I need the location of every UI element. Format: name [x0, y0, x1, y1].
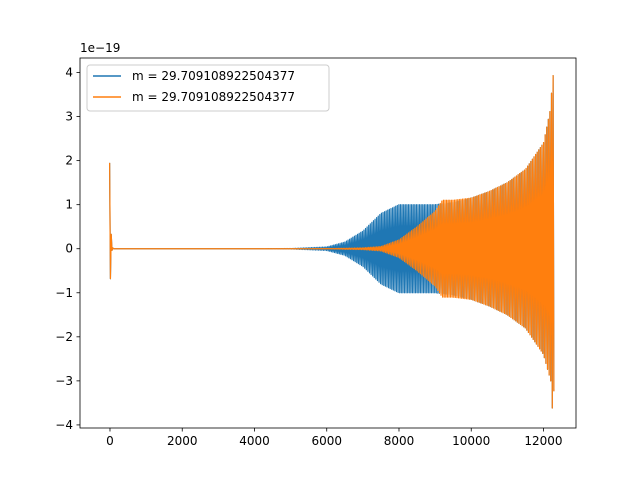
x-tick-label: 10000: [452, 434, 490, 448]
x-tick-label: 6000: [311, 434, 342, 448]
x-tick-label: 2000: [167, 434, 198, 448]
legend-label-series-2: m = 29.709108922504377: [132, 90, 295, 104]
plot-area: [109, 75, 555, 409]
y-tick-label: 3: [65, 110, 73, 124]
x-tick-label: 4000: [239, 434, 270, 448]
y-tick-label: −1: [55, 286, 73, 300]
x-axis: 0 2000 4000 6000 8000 10000 12000: [106, 428, 563, 448]
y-tick-label: −3: [55, 374, 73, 388]
x-tick-label: 12000: [524, 434, 562, 448]
y-tick-label: 4: [65, 66, 73, 80]
legend-label-series-1: m = 29.709108922504377: [132, 69, 295, 83]
y-tick-label: 1: [65, 198, 73, 212]
y-tick-label: 2: [65, 154, 73, 168]
axes-frame: [79, 57, 577, 429]
legend: m = 29.709108922504377 m = 29.7091089225…: [86, 64, 330, 112]
x-tick-label: 8000: [384, 434, 415, 448]
y-axis: −4 −3 −2 −1 0 1 2 3 4: [55, 66, 80, 432]
y-tick-label: −2: [55, 330, 73, 344]
y-offset-label: 1e−19: [80, 41, 120, 55]
legend-box: [86, 64, 330, 112]
y-tick-label: 0: [65, 242, 73, 256]
y-tick-label: −4: [55, 418, 73, 432]
x-tick-label: 0: [106, 434, 114, 448]
series-line-2: [109, 75, 555, 409]
